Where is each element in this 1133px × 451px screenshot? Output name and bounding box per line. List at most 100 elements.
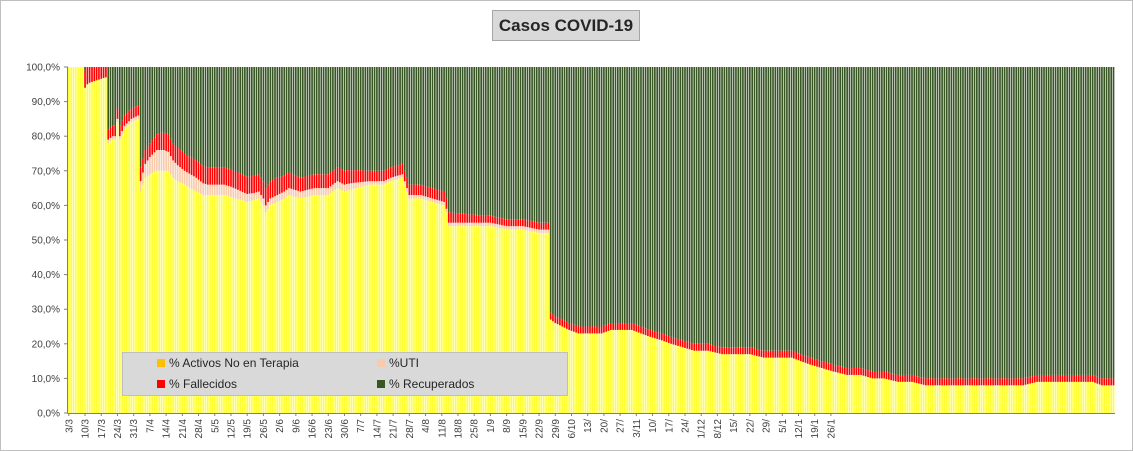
bar-recuperados-84 (262, 67, 265, 182)
bar-activos-260 (670, 343, 672, 413)
bar-activos-216 (568, 329, 571, 413)
bar-uti-91 (278, 193, 281, 201)
bar-recuperados-379 (945, 67, 948, 379)
bar-activos-135 (380, 184, 383, 413)
bar-fallecidos-28 (132, 107, 135, 118)
bar-activos-265 (681, 347, 684, 413)
bar-fallecidos-385 (959, 378, 962, 386)
bar-fallecidos-261 (672, 337, 675, 345)
bar-recuperados-204 (540, 67, 543, 223)
bar-fallecidos-441 (1089, 374, 1092, 382)
bar-activos-307 (779, 357, 781, 413)
y-tick-label-1: 10,0% (32, 374, 60, 385)
bar-fallecidos-122 (350, 170, 353, 184)
bar-fallecidos-343 (862, 368, 865, 376)
bar-activos-344 (864, 376, 867, 413)
bar-uti-109 (320, 188, 323, 196)
bar-fallecidos-49 (181, 151, 184, 169)
bar-activos-259 (667, 342, 670, 413)
bar-activos-303 (769, 357, 772, 413)
bar-fallecidos-184 (494, 216, 496, 224)
bar-recuperados-430 (1064, 67, 1066, 375)
bar-fallecidos-168 (457, 213, 459, 223)
bar-activos-30 (137, 118, 140, 414)
bar-recuperados-172 (466, 67, 469, 215)
bar-activos-40 (160, 170, 163, 413)
bar-recuperados-346 (869, 67, 872, 371)
bar-recuperados-167 (454, 67, 457, 213)
bar-activos-385 (959, 385, 962, 413)
x-tick-label-36: 10/ (648, 419, 659, 433)
bar-uti-69 (227, 186, 230, 197)
bar-fallecidos-185 (496, 217, 499, 225)
bar-activos-77 (246, 201, 249, 413)
bar-activos-262 (674, 345, 677, 413)
bar-activos-116 (336, 188, 339, 413)
bar-fallecidos-340 (855, 368, 858, 375)
bar-activos-250 (647, 336, 649, 413)
bar-recuperados-247 (640, 67, 642, 327)
bar-activos-266 (684, 347, 686, 413)
bar-uti-115 (334, 182, 337, 190)
bar-activos-58 (202, 195, 205, 413)
bar-uti-149 (413, 195, 415, 199)
bar-fallecidos-369 (922, 377, 925, 385)
bar-recuperados-229 (598, 67, 601, 327)
bar-fallecidos-88 (271, 180, 274, 198)
bar-recuperados-26 (128, 67, 130, 111)
bar-recuperados-420 (1040, 67, 1043, 375)
bar-recuperados-145 (403, 67, 406, 171)
bar-uti-108 (318, 188, 320, 196)
bar-activos-268 (688, 349, 691, 413)
bar-recuperados-180 (484, 67, 487, 216)
x-tick-label-28: 15/9 (518, 419, 529, 439)
bar-activos-100 (299, 198, 302, 413)
bar-recuperados-50 (183, 67, 186, 154)
bar-activos-348 (874, 378, 876, 413)
bar-uti-124 (355, 182, 357, 189)
bar-activos-330 (832, 371, 835, 413)
bar-recuperados-356 (892, 67, 895, 374)
bar-uti-184 (494, 223, 496, 228)
bar-fallecidos-420 (1040, 374, 1043, 382)
bar-fallecidos-309 (783, 350, 786, 358)
bar-fallecidos-315 (797, 353, 800, 361)
bar-recuperados-390 (971, 67, 974, 379)
bar-recuperados-28 (132, 67, 135, 108)
bar-activos-140 (392, 180, 394, 413)
bar-activos-74 (239, 199, 242, 413)
bar-uti-50 (183, 170, 186, 185)
bar-fallecidos-247 (640, 326, 642, 334)
bar-fallecidos-103 (306, 175, 309, 190)
bar-activos-37 (153, 171, 156, 413)
bar-fallecidos-85 (264, 188, 267, 206)
bar-fallecidos-59 (204, 166, 207, 184)
x-tick-label-8: 28/4 (194, 419, 205, 439)
bar-fallecidos-331 (834, 365, 837, 373)
bar-activos-227 (593, 333, 596, 413)
bar-activos-22 (118, 139, 121, 413)
bar-activos-337 (848, 374, 851, 413)
bar-activos-278 (711, 351, 714, 413)
x-tick-label-0: 3/3 (64, 419, 75, 433)
bar-fallecidos-345 (867, 370, 869, 378)
bar-uti-140 (392, 177, 394, 181)
bar-recuperados-318 (804, 67, 807, 356)
bar-activos-162 (443, 205, 445, 413)
bar-fallecidos-403 (1001, 378, 1004, 386)
bar-fallecidos-381 (950, 378, 953, 386)
bar-activos-339 (853, 374, 855, 413)
bar-activos-10 (91, 81, 93, 413)
bar-activos-55 (195, 191, 198, 413)
bar-recuperados-18 (109, 67, 112, 128)
bar-recuperados-105 (311, 67, 313, 175)
bar-activos-368 (920, 384, 923, 413)
bar-activos-309 (783, 357, 786, 413)
bar-uti-35 (149, 156, 151, 175)
bar-fallecidos-97 (292, 174, 295, 190)
bar-recuperados-349 (876, 67, 879, 372)
y-tick-label-3: 30,0% (32, 305, 60, 316)
bar-fallecidos-25 (125, 113, 128, 124)
bar-activos-294 (749, 354, 751, 413)
bar-activos-86 (267, 208, 269, 413)
